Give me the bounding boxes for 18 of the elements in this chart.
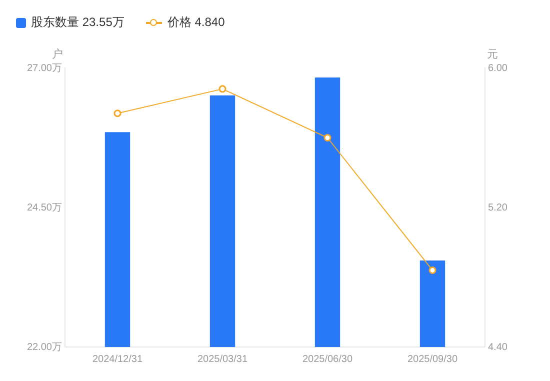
point	[114, 110, 122, 118]
x-tick-label: 2025/06/30	[302, 354, 353, 365]
x-tick-label: 2024/12/31	[92, 354, 143, 365]
legend-label: 价格 4.840	[167, 14, 225, 31]
point	[218, 85, 226, 93]
y-tick-label: 22.00万	[26, 342, 62, 353]
y-tick-label: 24.50万	[26, 202, 62, 214]
y2-tick-label: 6.00	[488, 62, 508, 74]
point	[324, 134, 332, 142]
y2-tick-label: 5.20	[488, 202, 508, 214]
x-tick-label: 2025/03/31	[197, 354, 248, 365]
point	[428, 266, 436, 274]
y-axis-title: 户	[52, 48, 63, 61]
x-tick-label: 2025/09/30	[407, 354, 458, 365]
y2-axis-title: 元	[487, 48, 498, 61]
y-tick-label: 27.00万	[26, 62, 62, 74]
legend-label: 股东数量 23.55万	[31, 14, 124, 31]
y2-tick-label: 4.40	[488, 342, 508, 353]
